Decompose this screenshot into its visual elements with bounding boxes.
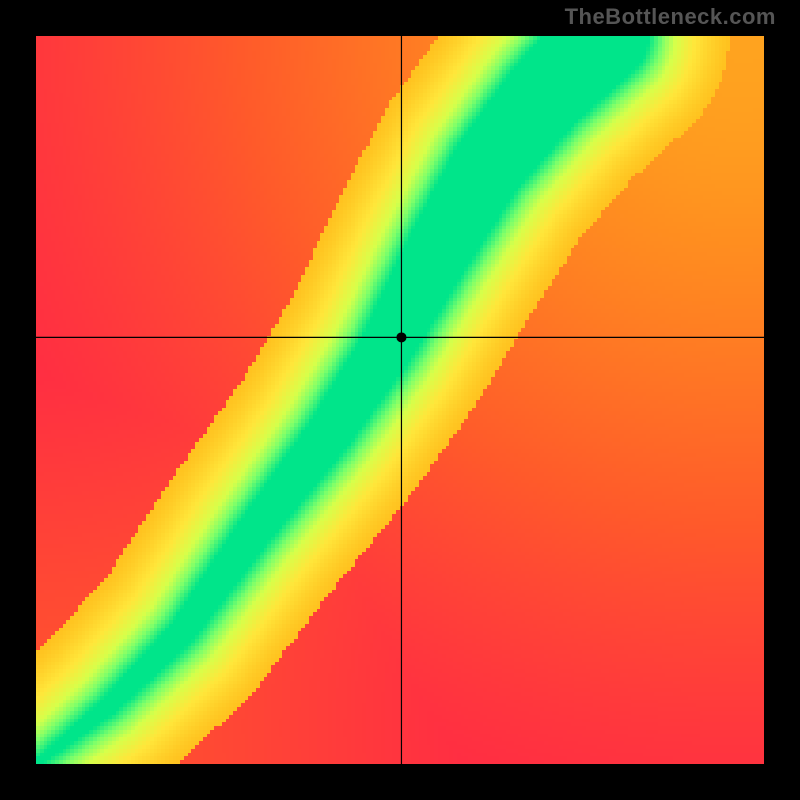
- watermark-text: TheBottleneck.com: [565, 4, 776, 30]
- heatmap-canvas: [0, 0, 800, 800]
- chart-container: TheBottleneck.com: [0, 0, 800, 800]
